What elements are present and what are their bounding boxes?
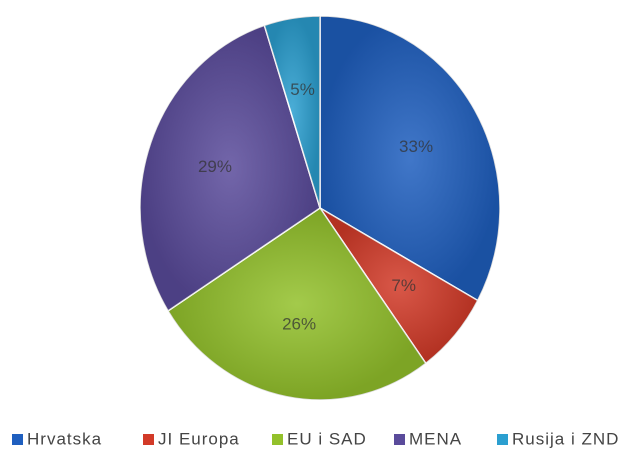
legend-label: JI Europa: [158, 429, 240, 448]
slice-shade: [139, 25, 320, 311]
legend-swatch: [12, 434, 23, 445]
slice-label: 26%: [282, 314, 316, 333]
legend-swatch: [143, 434, 154, 445]
slice-shade: [264, 16, 320, 208]
legend-swatch: [497, 434, 508, 445]
legend: Hrvatska JI Europa EU i SAD MENA Rusija i ZN…: [12, 429, 619, 448]
legend-swatch: [394, 434, 405, 445]
pie: 33% 7% 26% 29% 5%: [139, 15, 501, 401]
slice-shade: [168, 208, 426, 400]
legend-label: EU i SAD: [287, 429, 367, 448]
slice-label: 7%: [391, 276, 416, 295]
slice-label: 29%: [198, 157, 232, 176]
slice-label: 33%: [399, 137, 433, 156]
slice-shade: [320, 16, 501, 301]
slice-label: 5%: [290, 80, 315, 99]
legend-label: Hrvatska: [27, 429, 102, 448]
slice-shade: [320, 208, 478, 364]
legend-label: Rusija i ZND: [512, 429, 619, 448]
legend-swatch: [272, 434, 283, 445]
legend-label: MENA: [409, 429, 462, 448]
